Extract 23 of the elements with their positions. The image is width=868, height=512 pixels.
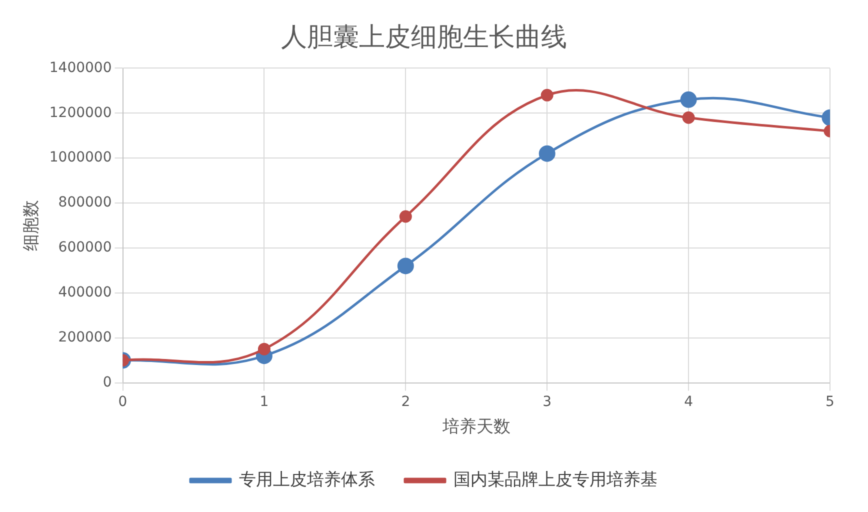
y-tick-label: 400000 [58, 284, 112, 301]
x-tick-label: 2 [401, 394, 410, 410]
x-tick-label: 0 [118, 394, 128, 410]
y-tick-label: 1400000 [49, 60, 112, 76]
legend-label: 国内某品牌上皮专用培养基 [454, 470, 658, 490]
x-tick-label: 4 [684, 394, 694, 410]
point [397, 258, 414, 274]
x-tick-label: 3 [542, 394, 552, 410]
y-tick-label: 1000000 [49, 150, 112, 166]
x-tick-label: 1 [260, 394, 269, 410]
y-axis-title: 细胞数 [22, 200, 42, 251]
y-tick-label: 800000 [58, 194, 112, 211]
x-tick-label: 5 [826, 394, 834, 410]
y-tick-label: 200000 [58, 330, 112, 346]
point [540, 88, 554, 102]
legend-label: 专用上皮培养体系 [239, 470, 375, 490]
y-tick-label: 0 [102, 374, 112, 390]
y-tick-label: 1200000 [49, 104, 112, 121]
x-axis-title: 培养天数 [441, 417, 510, 438]
chart-title: 人胆囊上皮细胞生长曲线 [281, 22, 567, 52]
point [538, 145, 556, 162]
point [399, 210, 412, 223]
y-tick-label: 600000 [58, 240, 112, 256]
